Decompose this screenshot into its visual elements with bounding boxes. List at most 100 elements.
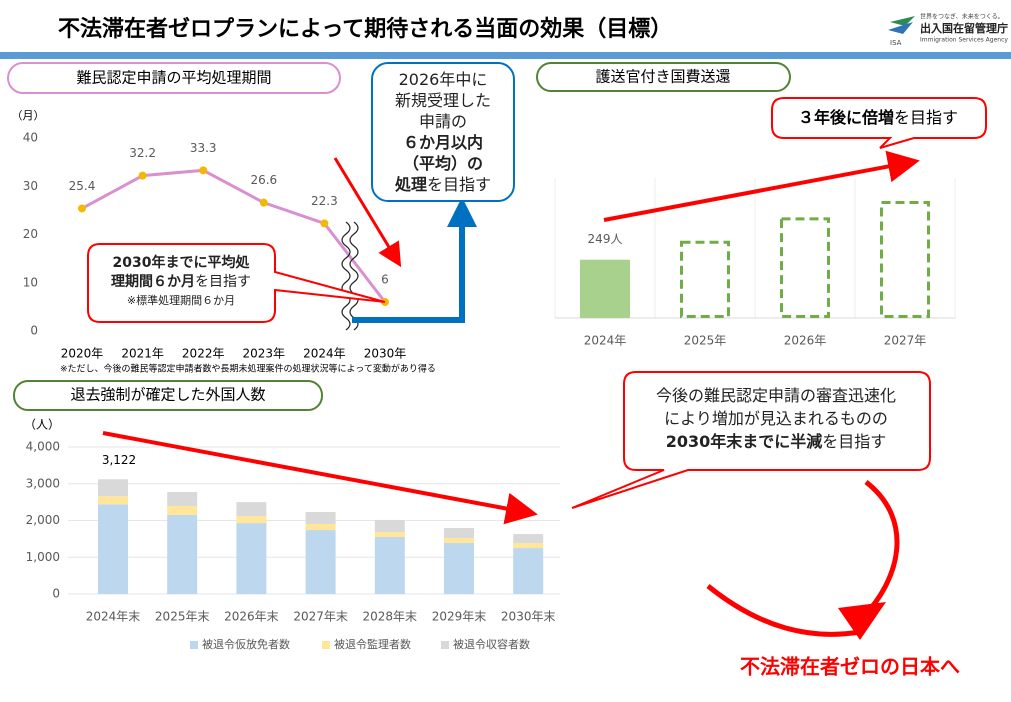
logo-mark: ISA — [890, 39, 902, 47]
bar-segment — [374, 532, 405, 538]
callout-line: ６か月以内 — [403, 133, 483, 152]
line-chart: （月） 0 10 20 30 40 2020年 25.4 2021年 32.2 2022年 33.3 2… — [12, 109, 436, 375]
bar-segment — [305, 512, 336, 524]
y-tick-label: 3,000 — [26, 476, 60, 490]
legend-swatch — [190, 641, 198, 649]
stacked-bar-chart: （人） 0 1,000 2,000 3,000 4,000 2024年末 2025年末 2026… — [24, 418, 560, 651]
y-axis-label: （人） — [24, 418, 60, 432]
x-tick-label: 2023年 — [243, 347, 286, 361]
total-label: 3,122 — [102, 453, 136, 467]
y-tick-label: 0 — [52, 587, 60, 601]
bar-segment — [513, 534, 544, 544]
callout-text: 申請の — [419, 112, 467, 131]
legend-label: 被退令監理者数 — [334, 637, 411, 651]
legend-label: 被退令収容者数 — [453, 637, 530, 651]
value-label: 6 — [381, 273, 389, 287]
callout-box — [87, 243, 386, 323]
y-tick-label: 40 — [23, 131, 38, 145]
value-label: 26.6 — [250, 173, 277, 187]
x-tick-label: 2029年末 — [432, 610, 487, 624]
callout-line: 2026年中に — [399, 70, 488, 89]
callout-text: 今後の難民認定申請の審査迅速化 — [656, 386, 896, 405]
x-tick-label: 2027年末 — [293, 610, 348, 624]
y-tick-label: 30 — [23, 179, 38, 193]
x-tick-label: 2024年末 — [86, 610, 141, 624]
value-label: 249人 — [588, 232, 623, 246]
swoosh — [706, 584, 861, 637]
value-label: 32.2 — [129, 146, 156, 160]
y-tick-label: 2,000 — [26, 513, 60, 527]
bar-segment — [167, 492, 198, 506]
trend-arrow — [603, 150, 920, 222]
bar-segment — [513, 548, 544, 594]
bar-segment — [444, 528, 474, 538]
bar-segment — [444, 542, 474, 594]
callout-text: を目指す — [822, 432, 886, 451]
callout-text: ※標準処理期間６か月 — [127, 293, 235, 307]
logo-name: 出入国在留管理庁 — [920, 21, 1008, 35]
x-tick-label: 2026年 — [784, 334, 827, 348]
callout-text: ６か月以内 — [403, 133, 483, 152]
header-bar — [0, 52, 1011, 59]
x-tick-label: 2024年 — [303, 347, 346, 361]
swoosh-head — [838, 602, 886, 640]
callout-text: を目指す — [195, 274, 251, 290]
bar-segment — [167, 505, 198, 515]
bar — [780, 217, 830, 319]
callout-text: 2030年までに平均処 — [113, 254, 251, 271]
line — [81, 168, 387, 303]
bar-segment — [374, 537, 405, 594]
marker — [259, 198, 268, 207]
swoosh — [860, 480, 900, 620]
callout-text: ３年後に倍増 — [798, 108, 894, 127]
callout-box — [371, 62, 515, 202]
logo: ISA 世界をつなぎ、未来をつくる。 出入国在留管理庁 Immigration … — [888, 13, 1008, 47]
y-tick-label: 0 — [30, 324, 38, 338]
slogan: 不法滞在者ゼロの日本へ — [740, 655, 960, 679]
section-pill — [7, 62, 341, 94]
x-tick-label: 2025年末 — [155, 610, 210, 624]
callout-text: 理期間６か月 — [111, 274, 195, 290]
legend-swatch — [322, 641, 330, 649]
bar-segment — [513, 543, 544, 549]
x-tick-label: 2024年 — [584, 334, 627, 348]
trend-arrow — [333, 157, 402, 268]
bar-segment — [98, 496, 128, 505]
callout-text: 2030年末までに半減 — [666, 432, 823, 451]
bar-segment — [305, 530, 336, 594]
legend-swatch — [441, 641, 449, 649]
bar — [680, 240, 730, 318]
callout-line: 2030年までに平均処 — [113, 254, 251, 271]
value-label: 25.4 — [69, 179, 96, 193]
callout-line: （平均）の — [403, 154, 483, 173]
logo-english: Immigration Services Agency — [920, 37, 1008, 44]
x-tick-label: 2020年 — [61, 347, 104, 361]
bar-segment — [374, 519, 405, 533]
callout-text: （平均）の — [403, 154, 483, 173]
callout-text: 新規受理した — [395, 91, 491, 110]
x-tick-label: 2026年末 — [224, 610, 279, 624]
marker — [78, 204, 86, 213]
callout-line: 今後の難民認定申請の審査迅速化 — [656, 386, 896, 405]
y-tick-label: 20 — [23, 227, 38, 241]
x-tick-label: 2030年 — [364, 347, 407, 361]
bar-segment — [236, 516, 267, 524]
axis-break — [349, 221, 359, 331]
callout-text: 2026年中に — [399, 70, 488, 89]
x-tick-label: 2027年 — [884, 334, 927, 348]
bar — [580, 259, 630, 318]
elbow-arrow — [352, 197, 477, 323]
axis-break — [341, 221, 351, 331]
callout-box — [571, 371, 931, 509]
callout-box — [771, 97, 987, 149]
slide-title: 不法滞在者ゼロプランによって期待される当面の効果（目標） — [58, 16, 672, 42]
section-pill — [536, 62, 791, 92]
callout-line: 処理を目指す — [395, 175, 491, 194]
note: ※ただし、今後の難民等認定申請者数や長期未処理案件の処理状況等によって変動があり… — [60, 363, 436, 375]
callout-text: を目指す — [427, 175, 491, 194]
callout-line: ※標準処理期間６か月 — [127, 293, 235, 307]
bar-segment — [305, 523, 336, 531]
value-label: 22.3 — [311, 194, 338, 208]
callout-text: を目指す — [894, 108, 958, 127]
